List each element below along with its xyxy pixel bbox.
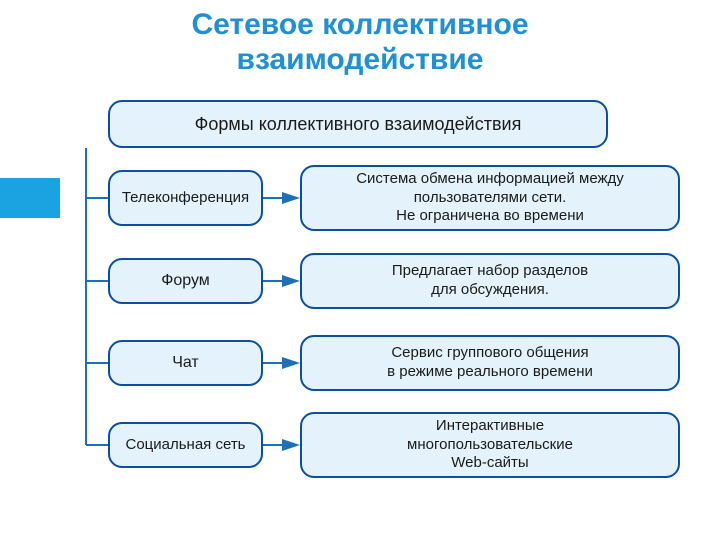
term-box-3: Социальная сеть — [108, 422, 263, 468]
desc-box-2: Сервис группового общения в режиме реаль… — [300, 335, 680, 391]
desc-box-3-label: Интерактивные многопользовательские Web-… — [407, 417, 573, 473]
desc-box-1-label: Предлагает набор разделов для обсуждения… — [392, 262, 588, 300]
term-box-0-label: Телеконференция — [122, 189, 249, 208]
page-title: Сетевое коллективноевзаимодействие — [0, 8, 720, 77]
desc-box-1: Предлагает набор разделов для обсуждения… — [300, 253, 680, 309]
term-box-1: Форум — [108, 258, 263, 304]
desc-box-3: Интерактивные многопользовательские Web-… — [300, 412, 680, 478]
term-box-1-label: Форум — [161, 271, 210, 291]
term-box-2-label: Чат — [172, 353, 199, 373]
term-box-0: Телеконференция — [108, 170, 263, 226]
side-accent-block — [0, 178, 60, 218]
term-box-2: Чат — [108, 340, 263, 386]
branch-arrow-head-3 — [282, 439, 300, 451]
term-box-3-label: Социальная сеть — [126, 436, 246, 455]
header-box: Формы коллективного взаимодействия — [108, 100, 608, 148]
branch-arrow-head-0 — [282, 192, 300, 204]
branch-arrow-head-1 — [282, 275, 300, 287]
title-line2: взаимодействие — [237, 43, 484, 76]
header-box-label: Формы коллективного взаимодействия — [195, 113, 522, 136]
title-line1: Сетевое коллективное — [191, 8, 528, 41]
branch-arrow-head-2 — [282, 357, 300, 369]
desc-box-0: Система обмена информацией между пользов… — [300, 165, 680, 231]
desc-box-0-label: Система обмена информацией между пользов… — [356, 170, 624, 226]
desc-box-2-label: Сервис группового общения в режиме реаль… — [387, 344, 593, 382]
